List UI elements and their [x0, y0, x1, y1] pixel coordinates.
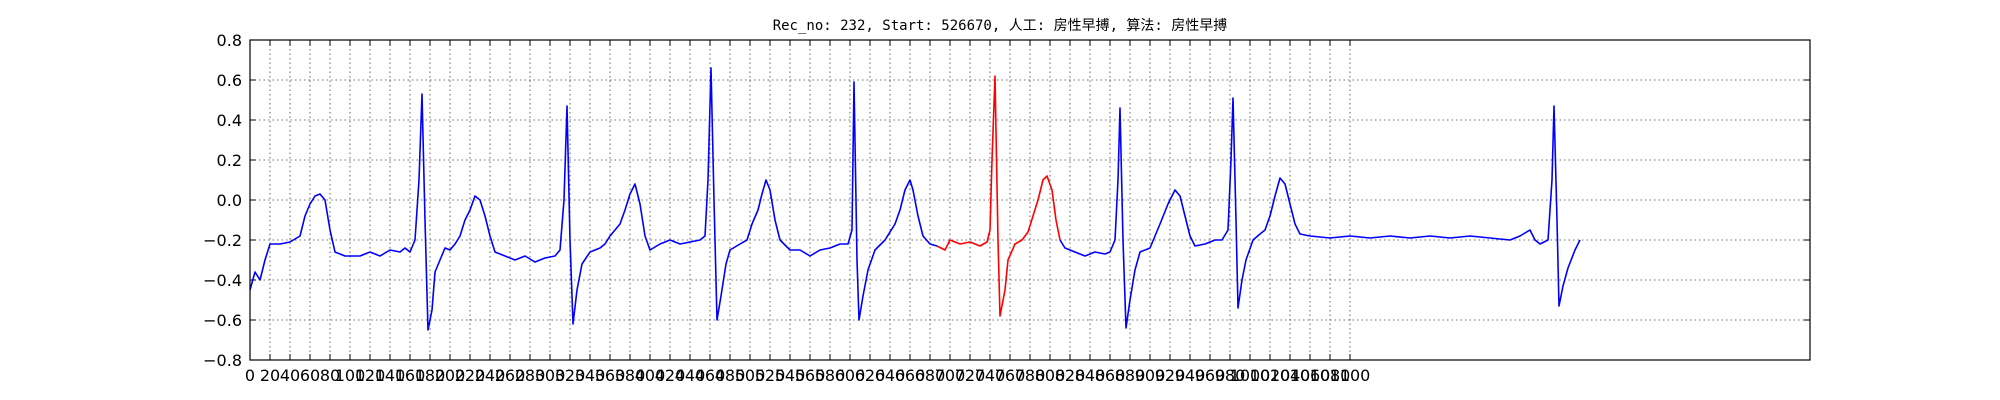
series-line-1 [249, 67, 938, 331]
x-tick-label: 320 [555, 366, 586, 385]
x-tick-label: 460 [695, 366, 726, 385]
y-tick-label: 0.0 [217, 191, 242, 210]
x-tick-label: 580 [815, 366, 846, 385]
x-tick-label: 160 [395, 366, 426, 385]
series-line-3 [1059, 97, 1581, 329]
x-tick-label: 440 [675, 366, 706, 385]
y-tick-label: 0.4 [217, 111, 242, 130]
x-tick-label: 800 [1035, 366, 1066, 385]
y-tick-label: −0.4 [203, 271, 242, 290]
x-tick-label: 1020 [1250, 366, 1291, 385]
x-tick-label: 920 [1155, 366, 1186, 385]
x-tick-label: 880 [1115, 366, 1146, 385]
x-tick-label: 400 [635, 366, 666, 385]
x-tick-label: 280 [515, 366, 546, 385]
x-tick-label: 780 [1015, 366, 1046, 385]
y-tick-label: −0.8 [203, 351, 242, 370]
x-tick-label: 1100 [1330, 366, 1371, 385]
plot-frame [249, 39, 1811, 361]
x-tick-label: 1000 [1230, 366, 1271, 385]
x-tick-label: 180 [415, 366, 446, 385]
x-axis: 0 20 40 60 801001201401601802002202402602803… [245, 40, 1370, 385]
x-tick-label: 860 [1095, 366, 1126, 385]
series-layer [249, 67, 1581, 331]
x-tick-label: 540 [775, 366, 806, 385]
grid [250, 40, 1810, 360]
y-tick-label: 0.6 [217, 71, 242, 90]
x-tick-label: 620 [855, 366, 886, 385]
x-tick-label: 0 [245, 366, 255, 385]
x-tick-label: 1040 [1270, 366, 1311, 385]
x-tick-label: 360 [595, 366, 626, 385]
x-tick-label: 140 [375, 366, 406, 385]
x-tick-label: 660 [895, 366, 926, 385]
x-tick-label: 760 [995, 366, 1026, 385]
x-tick-label: 900 [1135, 366, 1166, 385]
x-tick-label: 520 [755, 366, 786, 385]
x-tick-label: 340 [575, 366, 606, 385]
x-tick-label: 300 [535, 366, 566, 385]
x-tick-label: 820 [1055, 366, 1086, 385]
x-tick-label: 560 [795, 366, 826, 385]
x-tick-label: 940 [1175, 366, 1206, 385]
x-tick-label: 1060 [1290, 366, 1331, 385]
x-tick-label: 600 [835, 366, 866, 385]
x-tick-label: 960 [1195, 366, 1226, 385]
x-tick-label: 380 [615, 366, 646, 385]
x-tick-label: 240 [475, 366, 506, 385]
y-tick-label: −0.2 [203, 231, 242, 250]
x-tick-label: 700 [935, 366, 966, 385]
chart-title: Rec_no: 232, Start: 526670, 人工: 房性早搏, 算法… [773, 17, 1228, 34]
x-tick-label: 480 [715, 366, 746, 385]
x-tick-label: 720 [955, 366, 986, 385]
series-line-2 [936, 75, 1061, 317]
x-tick-label: 20 [260, 366, 280, 385]
x-tick-label: 740 [975, 366, 1006, 385]
x-tick-label: 260 [495, 366, 526, 385]
y-axis: −0.8 −0.6 −0.4 −0.2 0.0 0.2 0.4 0.6 0.8 [203, 31, 1810, 370]
x-tick-label: 220 [455, 366, 486, 385]
y-tick-label: −0.6 [203, 311, 242, 330]
x-tick-label: 980 [1215, 366, 1246, 385]
x-tick-label: 100 [335, 366, 366, 385]
y-tick-label: 0.2 [217, 151, 242, 170]
x-tick-label: 200 [435, 366, 466, 385]
x-tick-label: 120 [355, 366, 386, 385]
y-tick-label: 0.8 [217, 31, 242, 50]
x-tick-label: 640 [875, 366, 906, 385]
x-tick-label: 420 [655, 366, 686, 385]
x-tick-label: 80 [320, 366, 340, 385]
x-tick-label: 40 [280, 366, 300, 385]
x-tick-label: 500 [735, 366, 766, 385]
x-tick-label: 840 [1075, 366, 1106, 385]
x-tick-label: 680 [915, 366, 946, 385]
x-tick-label: 1080 [1310, 366, 1351, 385]
x-tick-label: 60 [300, 366, 320, 385]
